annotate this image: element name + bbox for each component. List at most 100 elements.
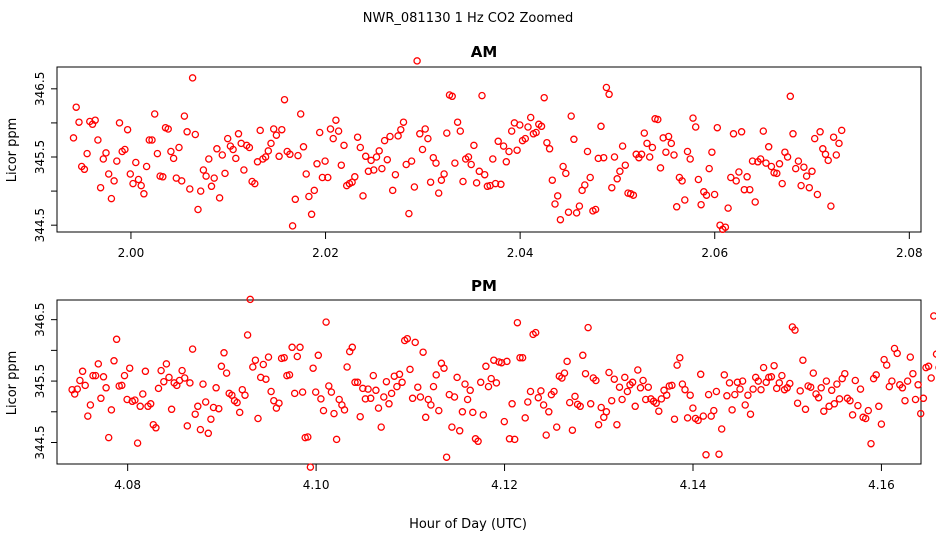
pm-data-point — [81, 381, 89, 390]
pm-data-point — [340, 406, 349, 414]
pm-data-point — [631, 402, 639, 411]
pm-data-point — [267, 387, 275, 396]
pm-x-tick-label: 4.14 — [680, 478, 707, 492]
am-data-point — [180, 112, 189, 120]
pm-data-point — [112, 335, 121, 344]
pm-data-point — [565, 398, 574, 407]
am-data-point — [269, 125, 278, 133]
am-data-point — [223, 134, 232, 143]
pm-data-point — [120, 371, 129, 380]
pm-data-point — [458, 408, 467, 416]
pm-data-point — [309, 364, 317, 372]
pm-data-point — [806, 383, 815, 391]
pm-data-point — [673, 361, 681, 369]
pm-data-point — [429, 382, 438, 391]
pm-data-point — [403, 334, 412, 343]
am-data-point — [191, 130, 200, 139]
pm-data-point — [728, 406, 736, 414]
am-data-point — [591, 205, 600, 214]
pm-data-point — [288, 343, 296, 352]
am-data-point — [372, 153, 381, 161]
am-data-point — [332, 116, 340, 124]
pm-data-point — [778, 371, 786, 380]
pm-data-point — [710, 406, 718, 415]
am-points — [69, 57, 846, 234]
pm-data-point — [453, 373, 461, 382]
pm-data-point — [560, 369, 569, 377]
pm-data-point — [715, 450, 723, 458]
am-data-point — [746, 185, 754, 194]
am-data-point — [640, 129, 649, 137]
am-data-point — [437, 176, 446, 184]
am-data-point — [729, 130, 738, 138]
am-data-point — [521, 134, 530, 143]
pm-data-point — [786, 379, 794, 388]
pm-data-point — [209, 403, 218, 412]
am-data-point — [629, 191, 638, 199]
pm-data-point — [744, 391, 752, 399]
pm-data-point — [204, 429, 213, 438]
pm-data-point — [867, 439, 875, 448]
am-data-point — [727, 173, 735, 182]
am-data-point — [459, 177, 467, 186]
am-data-point — [824, 156, 832, 165]
am-data-point — [424, 134, 432, 143]
pm-data-point — [518, 353, 527, 362]
am-data-point — [299, 143, 308, 151]
pm-data-point — [304, 433, 312, 441]
pm-data-point — [194, 402, 202, 411]
pm-data-point — [94, 360, 103, 368]
pm-data-point — [657, 395, 666, 403]
am-data-point — [507, 127, 516, 135]
am-data-point — [307, 210, 316, 219]
pm-data-point — [791, 326, 799, 334]
pm-data-point — [552, 423, 561, 431]
am-data-point — [291, 195, 300, 204]
am-y-tick-label: 345.5 — [33, 140, 47, 174]
am-data-point — [821, 150, 830, 159]
am-data-point — [434, 189, 443, 197]
pm-data-point — [531, 328, 540, 337]
pm-data-point — [180, 374, 189, 382]
pm-points — [68, 295, 936, 471]
am-data-point — [83, 149, 91, 158]
pm-data-point — [720, 371, 729, 379]
pm-data-point — [901, 396, 909, 405]
pm-data-point — [361, 395, 370, 403]
pm-data-point — [906, 353, 915, 361]
am-data-point — [621, 161, 630, 169]
am-data-point — [318, 173, 327, 182]
am-data-point — [104, 170, 113, 178]
pm-data-point — [215, 404, 223, 413]
pm-data-point — [563, 357, 571, 366]
pm-data-point — [222, 369, 231, 377]
am-data-point — [167, 147, 175, 156]
am-data-point — [267, 139, 275, 148]
pm-data-point — [254, 414, 262, 423]
am-data-point — [773, 169, 781, 178]
am-data-point — [470, 141, 478, 150]
am-data-point — [648, 143, 657, 152]
pm-data-point — [576, 402, 584, 411]
pm-data-point — [571, 392, 579, 401]
pm-data-point — [133, 439, 142, 447]
pm-data-point — [615, 383, 624, 391]
am-data-point — [737, 128, 746, 136]
am-data-point — [816, 128, 824, 136]
am-data-point — [351, 173, 359, 181]
pm-data-point — [162, 360, 171, 368]
am-data-point — [183, 128, 191, 136]
am-data-point — [337, 161, 346, 169]
am-data-point — [516, 121, 524, 129]
pm-data-point — [655, 407, 663, 415]
pm-plot-frame — [56, 299, 922, 465]
am-data-point — [678, 177, 686, 185]
am-x-tick-label: 2.04 — [507, 246, 534, 260]
pm-data-point — [249, 363, 257, 371]
pm-data-point — [78, 367, 87, 376]
am-data-point — [594, 154, 603, 163]
am-data-point — [808, 167, 816, 176]
pm-data-point — [382, 377, 391, 386]
am-data-point — [597, 122, 605, 131]
am-data-point — [245, 143, 254, 152]
